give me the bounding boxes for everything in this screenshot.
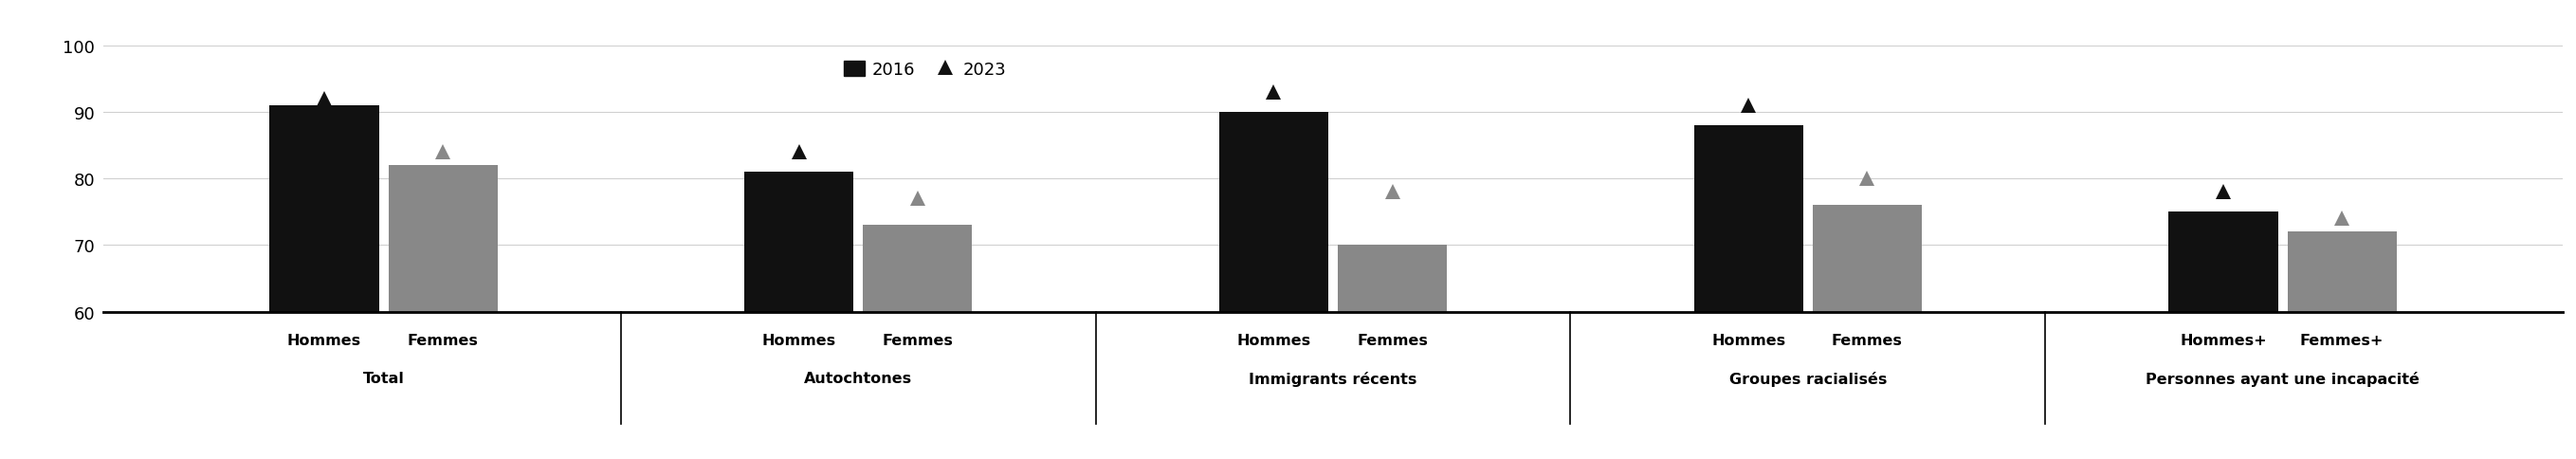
Text: Groupes racialisés: Groupes racialisés <box>1728 371 1886 386</box>
Text: Femmes: Femmes <box>407 333 479 347</box>
Text: Hommes: Hommes <box>1236 333 1311 347</box>
Text: Hommes+: Hommes+ <box>2179 333 2267 347</box>
Text: Femmes+: Femmes+ <box>2300 333 2383 347</box>
Bar <box>1218 112 1329 312</box>
Text: Femmes: Femmes <box>1832 333 1904 347</box>
Text: Personnes ayant une incapacité: Personnes ayant une incapacité <box>2146 371 2419 386</box>
Bar <box>270 106 379 312</box>
Bar <box>389 166 497 312</box>
Text: Hommes: Hommes <box>1710 333 1785 347</box>
Bar <box>1337 246 1448 312</box>
Legend: 2016, 2023: 2016, 2023 <box>837 55 1012 85</box>
Bar <box>744 173 853 312</box>
Text: Hommes: Hommes <box>286 333 361 347</box>
Bar <box>2169 213 2277 312</box>
Bar <box>2287 232 2396 312</box>
Text: Hommes: Hommes <box>762 333 837 347</box>
Bar <box>1695 126 1803 312</box>
Text: Immigrants récents: Immigrants récents <box>1249 371 1417 386</box>
Text: Femmes: Femmes <box>881 333 953 347</box>
Bar <box>1814 206 1922 312</box>
Text: Autochtones: Autochtones <box>804 371 912 385</box>
Text: Femmes: Femmes <box>1358 333 1427 347</box>
Bar <box>863 226 971 312</box>
Text: Total: Total <box>363 371 404 385</box>
